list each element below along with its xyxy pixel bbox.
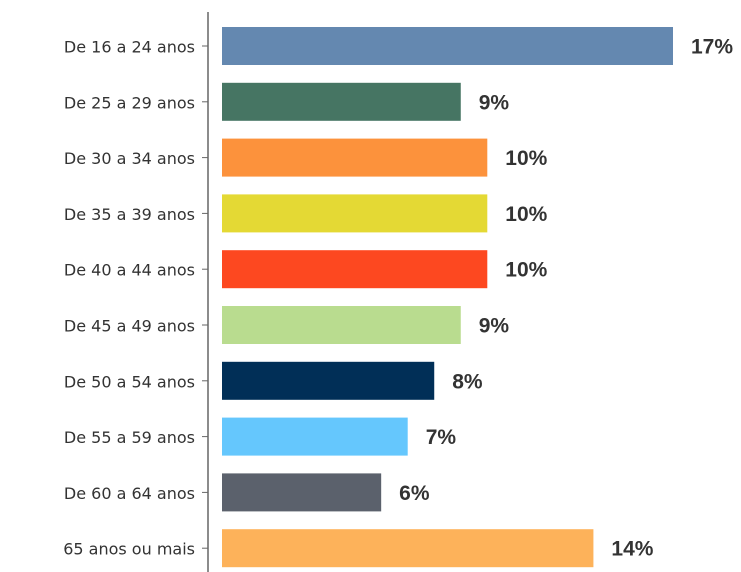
bar — [222, 82, 461, 121]
category-label: 65 anos ou mais — [63, 540, 195, 559]
category-label: De 30 a 34 anos — [64, 149, 195, 168]
data-label: 8% — [452, 370, 483, 393]
data-label: 14% — [611, 538, 653, 561]
bar — [222, 306, 461, 344]
data-label: 9% — [479, 91, 510, 114]
bar — [222, 417, 408, 456]
data-label: 9% — [479, 315, 510, 338]
data-label: 10% — [505, 259, 547, 282]
bar — [222, 473, 382, 512]
bar — [222, 27, 673, 65]
data-label: 10% — [505, 147, 547, 170]
bar — [222, 529, 594, 568]
category-label: De 50 a 54 anos — [64, 372, 195, 391]
bar — [222, 138, 488, 177]
bar — [222, 250, 488, 289]
bar — [222, 361, 435, 400]
category-label: De 60 a 64 anos — [64, 484, 195, 503]
category-label: De 16 a 24 anos — [64, 38, 195, 57]
data-label: 6% — [399, 482, 430, 505]
bar — [222, 194, 488, 233]
category-label: De 25 a 29 anos — [64, 93, 195, 112]
category-label: De 40 a 44 anos — [64, 261, 195, 280]
data-label: 7% — [426, 426, 457, 449]
data-label: 17% — [691, 36, 733, 59]
category-label: De 55 a 59 anos — [64, 428, 195, 447]
category-label: De 35 a 39 anos — [64, 205, 195, 224]
data-label: 10% — [505, 203, 547, 226]
category-label: De 45 a 49 anos — [64, 317, 195, 336]
